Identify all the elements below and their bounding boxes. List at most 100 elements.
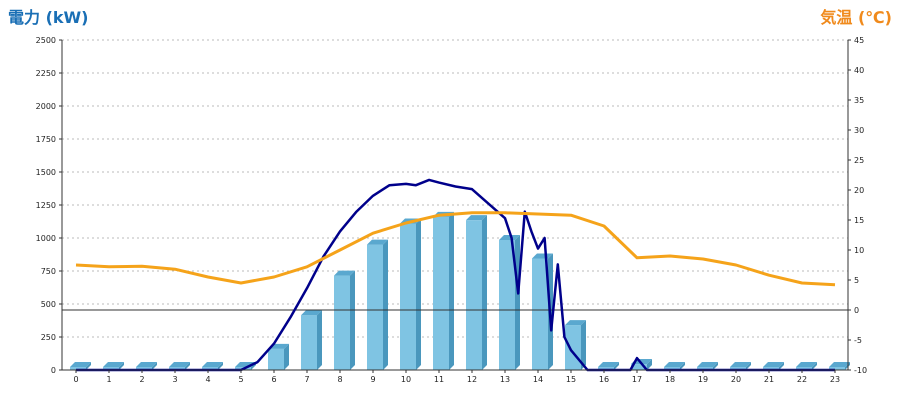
right-tick-label: 10 bbox=[854, 246, 864, 255]
left-tick-label: 2500 bbox=[36, 36, 56, 45]
left-tick-label: 2250 bbox=[36, 69, 56, 78]
bar-side bbox=[680, 362, 685, 370]
left-axis-title: 電力 (kW) bbox=[8, 8, 89, 27]
bar-front bbox=[70, 367, 86, 370]
x-ticks: 0 1 2 3 4 5 6 7 8 9 10 11 12 13 14 15 16 17 18 19 20 21 22 23 bbox=[73, 370, 840, 384]
x-tick-label: 10 bbox=[401, 375, 411, 384]
bar-top bbox=[334, 270, 355, 276]
left-tick-label: 1750 bbox=[36, 135, 56, 144]
bar-side bbox=[152, 362, 157, 370]
bar bbox=[664, 362, 685, 370]
grid-lines bbox=[62, 39, 848, 338]
bar-top bbox=[202, 362, 223, 367]
right-tick-label: 45 bbox=[854, 36, 864, 45]
bar-top bbox=[136, 362, 157, 367]
series-lines bbox=[75, 178, 836, 372]
bar-front bbox=[433, 216, 449, 370]
left-tick-label: 500 bbox=[41, 300, 56, 309]
bar-top bbox=[796, 362, 817, 367]
x-tick-label: 13 bbox=[500, 375, 510, 384]
bar-side bbox=[746, 362, 751, 370]
bar bbox=[202, 362, 223, 370]
bar-front bbox=[301, 315, 317, 370]
bar-front bbox=[268, 348, 284, 370]
left-tick-label: 1000 bbox=[36, 234, 56, 243]
right-tick-label: -10 bbox=[854, 366, 867, 375]
left-ticks: 0 250 500 750 1000 1250 1500 1750 2000 2250 2500 bbox=[36, 36, 62, 375]
bar-top bbox=[664, 362, 685, 367]
x-tick-label: 12 bbox=[467, 375, 477, 384]
left-tick-label: 1250 bbox=[36, 201, 56, 210]
bar-front bbox=[400, 223, 416, 370]
bar-top bbox=[103, 362, 124, 367]
bar bbox=[400, 218, 421, 370]
bar bbox=[136, 362, 157, 370]
bar-side bbox=[581, 320, 586, 370]
bar bbox=[499, 234, 520, 370]
left-tick-label: 250 bbox=[41, 333, 56, 342]
bar-side bbox=[713, 362, 718, 370]
bar-top bbox=[829, 362, 850, 367]
bar-side bbox=[119, 362, 124, 370]
bar bbox=[598, 362, 619, 370]
bar-front bbox=[565, 325, 581, 370]
x-tick-label: 0 bbox=[73, 375, 78, 384]
bar-front bbox=[796, 367, 812, 370]
x-tick-label: 9 bbox=[370, 375, 375, 384]
x-tick-label: 22 bbox=[797, 375, 807, 384]
x-tick-label: 20 bbox=[731, 375, 741, 384]
bar-front bbox=[367, 244, 383, 370]
power-line bbox=[76, 178, 835, 372]
bar-side bbox=[779, 362, 784, 370]
bar-front bbox=[334, 275, 350, 370]
bar bbox=[763, 362, 784, 370]
x-tick-label: 11 bbox=[434, 375, 444, 384]
bar bbox=[697, 362, 718, 370]
right-tick-label: 0 bbox=[854, 306, 859, 315]
bar-side bbox=[614, 362, 619, 370]
x-tick-label: 17 bbox=[632, 375, 642, 384]
bar-front bbox=[499, 239, 515, 370]
bar bbox=[730, 362, 751, 370]
left-tick-label: 2000 bbox=[36, 102, 56, 111]
bar-top bbox=[499, 234, 520, 240]
bar-side bbox=[317, 310, 322, 370]
bar-top bbox=[598, 362, 619, 367]
bar-side bbox=[383, 239, 388, 370]
x-tick-label: 16 bbox=[599, 375, 609, 384]
x-tick-label: 21 bbox=[764, 375, 774, 384]
bar-front bbox=[631, 364, 647, 370]
bar-top bbox=[763, 362, 784, 367]
right-tick-label: 15 bbox=[854, 216, 864, 225]
x-tick-label: 6 bbox=[271, 375, 276, 384]
bar-side bbox=[350, 270, 355, 370]
bar bbox=[169, 362, 190, 370]
bar-top bbox=[565, 320, 586, 326]
bar-top bbox=[466, 215, 487, 221]
right-tick-label: -5 bbox=[854, 336, 862, 345]
x-tick-label: 2 bbox=[139, 375, 144, 384]
bar-front bbox=[730, 367, 746, 370]
right-ticks: -10 -5 0 5 10 15 20 25 30 35 40 45 bbox=[848, 36, 867, 375]
right-tick-label: 20 bbox=[854, 186, 864, 195]
bar-front bbox=[664, 367, 680, 370]
right-tick-label: 5 bbox=[854, 276, 859, 285]
bar-front bbox=[169, 367, 185, 370]
left-tick-label: 1500 bbox=[36, 168, 56, 177]
bar-front bbox=[532, 258, 548, 370]
right-tick-label: 25 bbox=[854, 156, 864, 165]
temperature-line bbox=[75, 211, 836, 287]
bar bbox=[268, 343, 289, 370]
left-tick-label: 0 bbox=[51, 366, 56, 375]
left-tick-label: 750 bbox=[41, 267, 56, 276]
bar bbox=[367, 239, 388, 370]
bar-top bbox=[367, 239, 388, 245]
bar-front bbox=[697, 367, 713, 370]
right-tick-label: 40 bbox=[854, 66, 864, 75]
bar bbox=[103, 362, 124, 370]
bar-front bbox=[598, 367, 614, 370]
right-tick-label: 30 bbox=[854, 126, 864, 135]
bar-top bbox=[697, 362, 718, 367]
x-tick-label: 15 bbox=[566, 375, 576, 384]
